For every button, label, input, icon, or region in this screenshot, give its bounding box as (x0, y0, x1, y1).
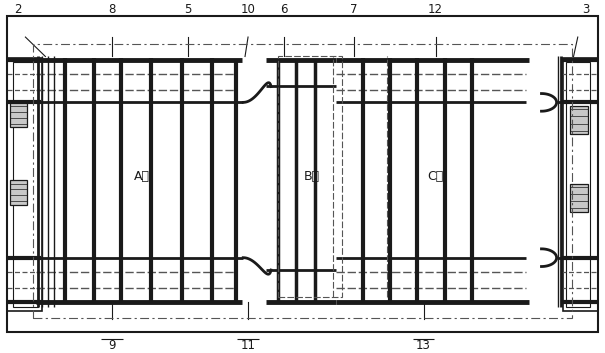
Bar (10, 180, 27, 205)
Bar (13, 62, 38, 307)
Text: 12: 12 (428, 3, 443, 16)
Bar (7, 58, 42, 311)
Text: 9: 9 (108, 339, 116, 352)
Bar (33, 44, 572, 318)
Bar (10, 102, 27, 127)
Text: 6: 6 (281, 3, 288, 16)
Text: 13: 13 (416, 339, 431, 352)
Text: 2: 2 (15, 3, 22, 16)
Bar (570, 184, 588, 212)
Text: 5: 5 (184, 3, 191, 16)
Text: 10: 10 (241, 3, 255, 16)
Bar (563, 58, 598, 311)
Text: 8: 8 (108, 3, 116, 16)
Bar (7, 16, 598, 332)
Text: A相: A相 (134, 170, 150, 183)
Text: 3: 3 (582, 3, 589, 16)
Text: C相: C相 (428, 170, 443, 183)
Bar (278, 56, 342, 297)
Text: 7: 7 (350, 3, 358, 16)
Text: B相: B相 (304, 170, 319, 183)
Bar (566, 62, 590, 307)
Text: 11: 11 (241, 339, 255, 352)
Bar (570, 106, 588, 134)
